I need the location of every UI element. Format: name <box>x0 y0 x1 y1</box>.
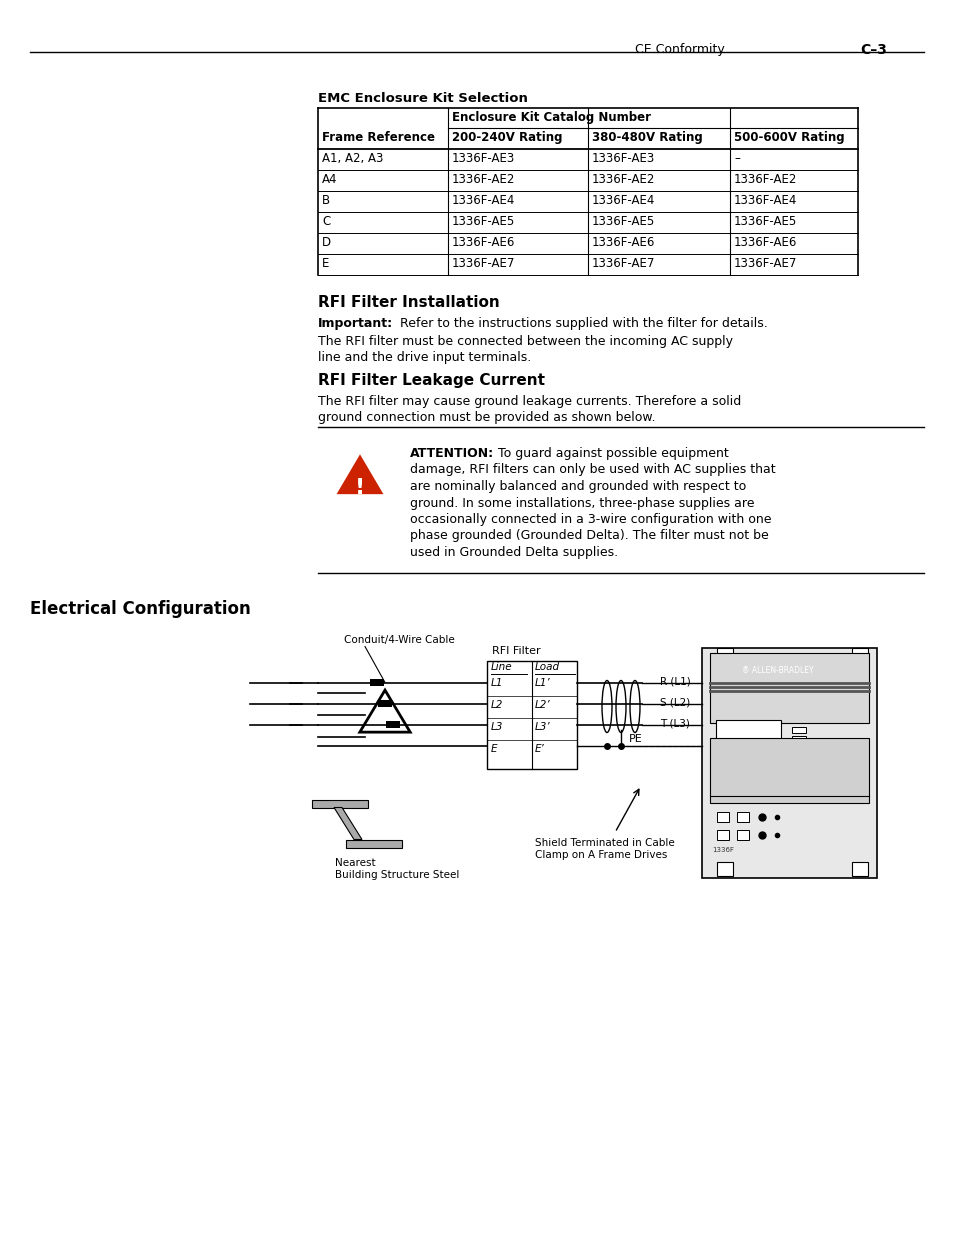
Text: Building Structure Steel: Building Structure Steel <box>335 869 459 879</box>
Text: used in Grounded Delta supplies.: used in Grounded Delta supplies. <box>410 546 618 559</box>
Text: CE Conformity: CE Conformity <box>635 43 724 56</box>
Bar <box>851 862 867 876</box>
Bar <box>709 737 868 803</box>
Text: C: C <box>322 215 330 228</box>
Text: 1336F-AE2: 1336F-AE2 <box>592 173 655 186</box>
Text: Load: Load <box>535 662 559 673</box>
Text: L3: L3 <box>491 722 503 732</box>
Text: !: ! <box>355 478 365 498</box>
Text: –: – <box>733 152 740 165</box>
Text: 1336F-AE2: 1336F-AE2 <box>452 173 515 186</box>
Text: ® ALLEN-BRADLEY: ® ALLEN-BRADLEY <box>741 666 813 676</box>
Text: Important:: Important: <box>317 317 393 330</box>
Text: T (L3): T (L3) <box>659 719 689 729</box>
Text: D: D <box>322 236 331 249</box>
Text: 1336F-AE6: 1336F-AE6 <box>452 236 515 249</box>
Text: occasionally connected in a 3-wire configuration with one: occasionally connected in a 3-wire confi… <box>410 513 771 526</box>
Text: 1336F-AE5: 1336F-AE5 <box>733 215 797 228</box>
Text: The RFI filter may cause ground leakage currents. Therefore a solid: The RFI filter may cause ground leakage … <box>317 395 740 408</box>
Text: EMC Enclosure Kit Selection: EMC Enclosure Kit Selection <box>317 91 527 105</box>
Text: L2: L2 <box>491 700 503 710</box>
Text: RFI Filter Installation: RFI Filter Installation <box>317 295 499 310</box>
Text: Frame Reference: Frame Reference <box>322 131 435 144</box>
Text: R (L1): R (L1) <box>659 677 690 687</box>
Text: ATTENTION:: ATTENTION: <box>410 447 494 459</box>
Text: L1’: L1’ <box>535 678 550 688</box>
Text: E’: E’ <box>535 745 544 755</box>
Text: Nearest: Nearest <box>335 857 375 867</box>
Text: A1, A2, A3: A1, A2, A3 <box>322 152 383 165</box>
Text: E: E <box>491 745 497 755</box>
Bar <box>791 745 805 751</box>
Polygon shape <box>334 808 361 840</box>
Bar <box>737 811 748 821</box>
Text: are nominally balanced and grounded with respect to: are nominally balanced and grounded with… <box>410 480 745 493</box>
Text: Clamp on A Frame Drives: Clamp on A Frame Drives <box>535 851 667 861</box>
Text: A4: A4 <box>322 173 337 186</box>
Text: 1336F-AE4: 1336F-AE4 <box>452 194 515 207</box>
Text: line and the drive input terminals.: line and the drive input terminals. <box>317 351 531 364</box>
Text: 1336F-AE4: 1336F-AE4 <box>733 194 797 207</box>
Text: Electrical Configuration: Electrical Configuration <box>30 600 251 619</box>
Bar <box>701 647 876 878</box>
Text: 1336F-AE6: 1336F-AE6 <box>733 236 797 249</box>
Text: ground connection must be provided as shown below.: ground connection must be provided as sh… <box>317 411 655 424</box>
Text: 380-480V Rating: 380-480V Rating <box>592 131 702 144</box>
Text: Enclosure Kit Catalog Number: Enclosure Kit Catalog Number <box>452 111 650 124</box>
Bar <box>486 661 577 768</box>
Bar <box>791 726 805 732</box>
Bar <box>709 663 868 678</box>
Text: RFI Filter Leakage Current: RFI Filter Leakage Current <box>317 373 544 388</box>
Text: L1: L1 <box>491 678 503 688</box>
Text: 1336F-AE3: 1336F-AE3 <box>592 152 655 165</box>
Text: Shield Terminated in Cable: Shield Terminated in Cable <box>535 837 674 847</box>
Bar <box>717 830 728 840</box>
Bar <box>737 830 748 840</box>
Text: 1336F-AE3: 1336F-AE3 <box>452 152 515 165</box>
Text: L2’: L2’ <box>535 700 550 710</box>
Text: 1336F-AE7: 1336F-AE7 <box>452 257 515 270</box>
Text: 1336F-AE7: 1336F-AE7 <box>733 257 797 270</box>
Bar <box>717 862 732 876</box>
Polygon shape <box>338 457 381 493</box>
Text: 1336F-AE5: 1336F-AE5 <box>592 215 655 228</box>
Text: damage, RFI filters can only be used with AC supplies that: damage, RFI filters can only be used wit… <box>410 463 775 477</box>
Text: 1336F-AE5: 1336F-AE5 <box>452 215 515 228</box>
Text: S (L2): S (L2) <box>659 698 690 708</box>
Polygon shape <box>346 840 401 847</box>
Text: To guard against possible equipment: To guard against possible equipment <box>490 447 728 459</box>
Bar <box>709 652 868 722</box>
Text: C–3: C–3 <box>859 43 886 57</box>
Text: Refer to the instructions supplied with the filter for details.: Refer to the instructions supplied with … <box>388 317 767 330</box>
Bar <box>851 647 867 662</box>
Text: The RFI filter must be connected between the incoming AC supply: The RFI filter must be connected between… <box>317 335 732 348</box>
Polygon shape <box>312 799 368 808</box>
Bar <box>716 720 781 747</box>
Text: 1336F-AE2: 1336F-AE2 <box>733 173 797 186</box>
Text: phase grounded (Grounded Delta). The filter must not be: phase grounded (Grounded Delta). The fil… <box>410 530 768 542</box>
Text: Line: Line <box>491 662 512 673</box>
Text: ground. In some installations, three-phase supplies are: ground. In some installations, three-pha… <box>410 496 754 510</box>
Text: 500-600V Rating: 500-600V Rating <box>733 131 843 144</box>
Bar <box>791 753 805 760</box>
Text: E: E <box>322 257 329 270</box>
Text: PE: PE <box>628 734 642 743</box>
Bar <box>791 736 805 741</box>
Text: Conduit/4-Wire Cable: Conduit/4-Wire Cable <box>344 635 455 645</box>
Text: L3’: L3’ <box>535 722 550 732</box>
Text: B: B <box>322 194 330 207</box>
Text: 1336F: 1336F <box>711 847 733 853</box>
Bar <box>378 700 392 706</box>
Bar <box>370 679 384 685</box>
Bar <box>717 811 728 821</box>
Text: 1336F-AE6: 1336F-AE6 <box>592 236 655 249</box>
Bar <box>717 647 732 662</box>
Text: 200-240V Rating: 200-240V Rating <box>452 131 562 144</box>
Text: 1336F-AE7: 1336F-AE7 <box>592 257 655 270</box>
Text: RFI Filter: RFI Filter <box>492 646 540 657</box>
Text: 1336F-AE4: 1336F-AE4 <box>592 194 655 207</box>
Bar <box>386 721 400 727</box>
